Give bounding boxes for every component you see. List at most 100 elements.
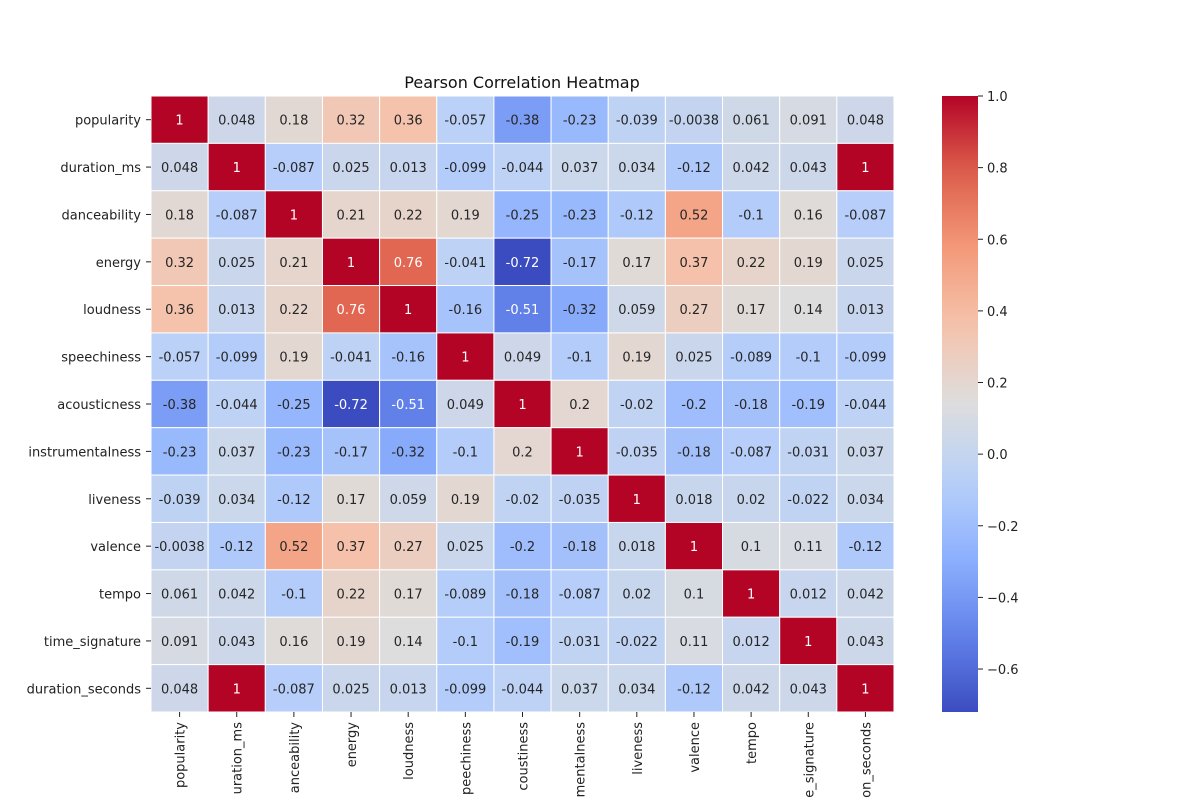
cell-value-label: 0.034 <box>218 493 255 508</box>
heatmap-cell <box>379 190 438 239</box>
heatmap-cell <box>264 190 323 239</box>
heatmap-cell <box>321 664 381 713</box>
cell-value-label: -0.089 <box>444 588 486 603</box>
cell-value-label: -0.12 <box>220 540 254 555</box>
heatmap-cell <box>493 332 552 381</box>
heatmap-cell <box>321 237 381 287</box>
heatmap-cell <box>493 142 552 192</box>
column-tick-label: valence <box>688 722 703 773</box>
column-tick-label: anceability <box>288 722 303 794</box>
cell-value-label: 0.025 <box>447 540 484 555</box>
cell-value-label: 0.013 <box>847 303 884 318</box>
cell-value-label: -0.1 <box>453 445 478 460</box>
cell-value-label: 0.049 <box>504 351 541 366</box>
heatmap-cell <box>264 616 323 666</box>
cell-value-label: 0.16 <box>279 635 308 650</box>
heatmap-cell <box>779 664 838 713</box>
cell-value-label: 1 <box>861 161 869 176</box>
heatmap-cell <box>436 237 495 287</box>
heatmap-cell <box>264 332 323 381</box>
cell-value-label: 0.1 <box>741 540 762 555</box>
cell-value-label: -0.0038 <box>154 540 204 555</box>
heatmap-cell <box>836 285 895 334</box>
cell-value-label: -0.12 <box>849 540 883 555</box>
heatmap-cell <box>150 569 209 618</box>
heatmap-cell <box>779 427 838 476</box>
cell-value-label: -0.087 <box>559 588 601 603</box>
cell-value-label: 0.048 <box>161 682 198 697</box>
cell-value-label: 0.18 <box>165 208 194 223</box>
cell-value-label: -0.057 <box>159 351 201 366</box>
cell-value-label: 1 <box>747 588 755 603</box>
cell-value-label: 0.18 <box>279 114 308 129</box>
cell-value-label: -0.25 <box>506 208 540 223</box>
cell-value-label: 0.025 <box>332 682 369 697</box>
heatmap-cell <box>722 521 781 571</box>
cell-value-label: -0.16 <box>391 351 425 366</box>
heatmap-cell <box>379 379 438 429</box>
heatmap-cell <box>150 664 209 713</box>
cell-value-label: -0.12 <box>277 493 311 508</box>
cell-value-label: -0.087 <box>730 445 772 460</box>
heatmap-cell <box>379 569 438 618</box>
cell-value-label: 0.37 <box>337 540 366 555</box>
heatmap-cell <box>150 237 209 287</box>
colorbar-tick-label: 0.0 <box>987 448 1008 463</box>
cell-value-label: 1 <box>347 256 355 271</box>
column-tick-label: peechiness <box>459 722 474 795</box>
heatmap-cell <box>722 237 781 287</box>
column-tick-label: liveness <box>631 722 646 775</box>
cell-value-label: 0.048 <box>161 161 198 176</box>
cell-value-label: -0.23 <box>563 114 597 129</box>
heatmap-cell <box>664 664 724 713</box>
cell-value-label: 0.042 <box>847 588 884 603</box>
cell-value-label: -0.23 <box>277 445 311 460</box>
cell-value-label: -0.2 <box>681 398 706 413</box>
heatmap-cell <box>779 142 838 192</box>
cell-value-label: 0.013 <box>390 161 427 176</box>
chart-title: Pearson Correlation Heatmap <box>404 73 639 92</box>
cell-value-label: 0.061 <box>733 114 770 129</box>
heatmap-cell <box>379 427 438 476</box>
colorbar-tick-label: 0.2 <box>987 377 1008 392</box>
heatmap-cell <box>264 142 323 192</box>
cell-value-label: -0.1 <box>796 351 821 366</box>
heatmap-cell <box>836 427 895 476</box>
cell-value-label: 0.19 <box>451 493 480 508</box>
cell-value-label: 0.034 <box>618 682 655 697</box>
heatmap-cell <box>664 379 724 429</box>
heatmap-cell <box>664 521 724 571</box>
cell-value-label: 1 <box>404 303 412 318</box>
heatmap-cell <box>207 95 266 144</box>
heatmap-cell <box>779 95 838 144</box>
cell-value-label: 0.11 <box>679 635 708 650</box>
heatmap-cell <box>664 95 724 144</box>
heatmap-cell <box>836 237 895 287</box>
cell-value-label: 0.19 <box>622 351 651 366</box>
column-tick-label: energy <box>345 722 360 768</box>
heatmap-cell <box>722 379 781 429</box>
row-tick-label: danceability <box>62 208 142 223</box>
heatmap-cell <box>379 521 438 571</box>
heatmap-cell <box>150 474 209 523</box>
cell-value-label: 0.22 <box>737 256 766 271</box>
heatmap-cell <box>836 190 895 239</box>
row-tick-label: loudness <box>83 303 141 318</box>
cell-value-label: -0.1 <box>567 351 592 366</box>
cell-value-label: 1 <box>576 445 584 460</box>
row-tick-label: popularity <box>75 114 141 129</box>
cell-value-label: -0.23 <box>163 445 197 460</box>
heatmap-cell <box>493 237 552 287</box>
heatmap-cell <box>607 332 666 381</box>
cell-value-label: 0.034 <box>618 161 655 176</box>
cell-value-label: 0.042 <box>733 682 770 697</box>
heatmap-cell <box>150 379 209 429</box>
cell-value-label: 0.02 <box>737 493 766 508</box>
colorbar-tick-label: 0.6 <box>987 233 1008 248</box>
colorbar-tick-label: 0.8 <box>987 162 1008 177</box>
cell-value-label: -0.099 <box>444 682 486 697</box>
cell-value-label: 0.013 <box>218 303 255 318</box>
cell-value-label: -0.38 <box>163 398 197 413</box>
row-tick-label: liveness <box>88 493 141 508</box>
heatmap-cell <box>264 379 323 429</box>
